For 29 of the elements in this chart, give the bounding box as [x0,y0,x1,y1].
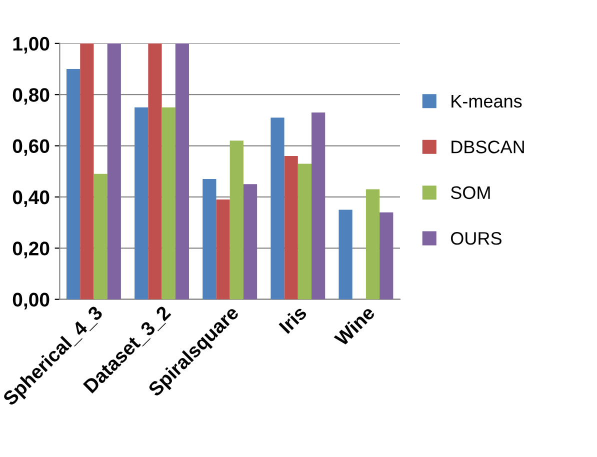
legend-label: DBSCAN [452,140,524,154]
bar [270,118,284,300]
y-tick-label: 0,80 [12,88,50,105]
x-tick-label: Iris [278,304,308,334]
bar [298,164,312,300]
y-tick-label: 0,20 [12,242,50,258]
bar [94,174,108,300]
legend-label: OURS [450,232,502,245]
legend-label: K-means [452,95,522,108]
y-tick-label: 0,60 [12,139,50,156]
bar [338,210,352,300]
bar [243,184,258,300]
bar [80,43,94,300]
bar [366,189,380,300]
y-tick-label: 0,40 [12,190,50,208]
bar [134,107,148,300]
legend-label: SOM [450,186,490,200]
bar [230,140,244,300]
bar [148,43,162,300]
bar [312,112,326,300]
bar [202,179,216,300]
bar [216,200,230,300]
bar [162,107,176,300]
bar [107,43,121,300]
y-tick-label: 1,00 [13,36,50,54]
bar [380,212,394,300]
bar [175,43,190,300]
bar [284,156,298,300]
bar [66,69,80,300]
